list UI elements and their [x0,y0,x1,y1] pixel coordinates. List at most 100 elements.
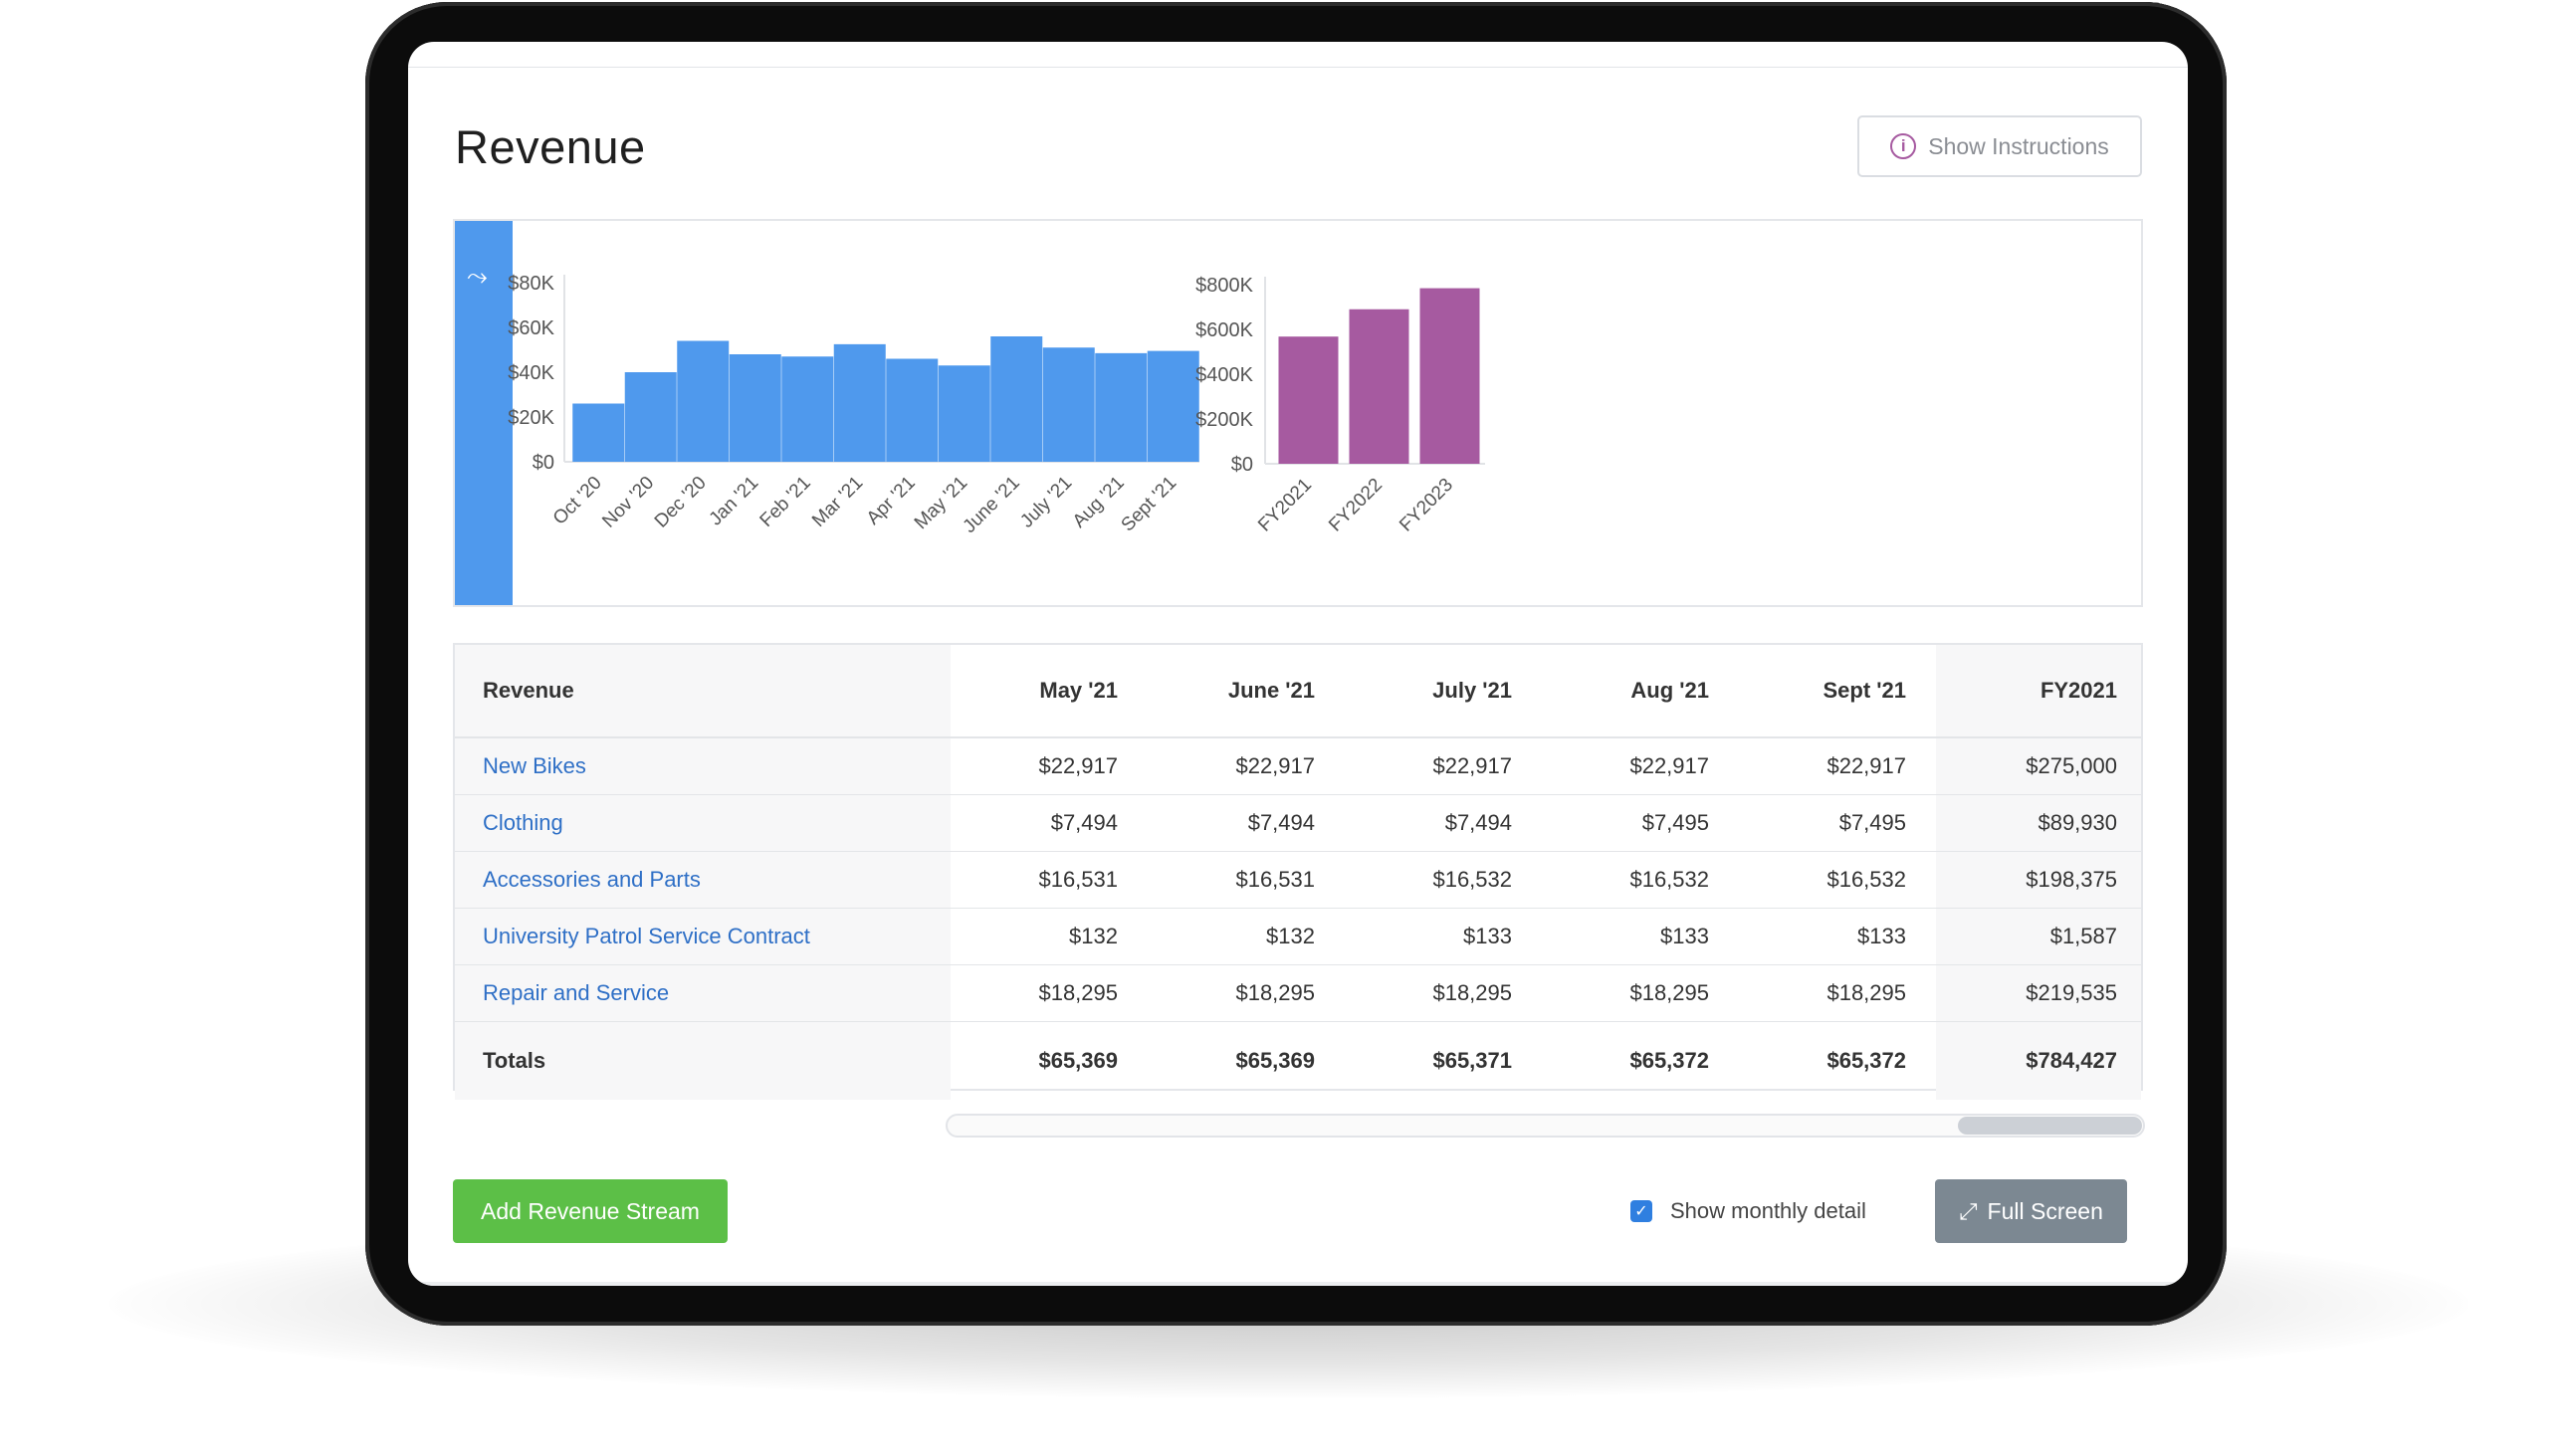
table-cell: $7,494 [951,794,1148,852]
show-instructions-label: Show Instructions [1928,132,2109,159]
full-screen-button[interactable]: ⤢ Full Screen [1935,1179,2127,1243]
monthly-x-tick-label: Feb '21 [756,473,815,531]
monthly-bar [677,340,730,462]
table-cell: $132 [951,908,1148,965]
revenue-table: Revenue May '21 June '21 July '21 Aug '2… [455,645,2141,1100]
revenue-stream-link[interactable]: Accessories and Parts [455,851,951,909]
table-cell: $18,295 [1739,964,1936,1022]
monthly-bar [572,403,625,462]
fy-x-tick-label: FY2022 [1325,475,1387,536]
monthly-bar [1042,347,1095,462]
totals-label: Totals [455,1021,951,1100]
revenue-table-container: Revenue May '21 June '21 July '21 Aug '2… [453,643,2143,1100]
scrollbar-thumb[interactable] [1958,1117,2142,1135]
monthly-bar [624,372,677,462]
fy-y-tick-label: $800K [1195,275,1253,297]
column-header: June '21 [1148,645,1345,738]
monthly-bar [938,365,990,462]
table-cell: $22,917 [1345,737,1542,795]
table-cell: $89,930 [1936,794,2141,852]
table-cell: $219,535 [1936,964,2141,1022]
monthly-detail-label: Show monthly detail [1670,1198,1866,1223]
monthly-x-tick-label: Apr '21 [863,473,920,529]
table-row: Clothing $7,494 $7,494 $7,494 $7,495 $7,… [455,794,2141,852]
table-cell: $7,494 [1148,794,1345,852]
column-header: May '21 [951,645,1148,738]
table-cell: $275,000 [1936,737,2141,795]
table-header-row: Revenue May '21 June '21 July '21 Aug '2… [455,645,2141,738]
table-cell: $22,917 [1148,737,1345,795]
monthly-bar [990,336,1043,462]
total-cell: $65,369 [1235,1048,1315,1073]
fy-x-tick-label: FY2021 [1254,475,1316,536]
table-cell: $7,495 [1542,794,1739,852]
column-header: Aug '21 [1542,645,1739,738]
app-screen: Revenue i Show Instructions ⤳ $0 $20K $40K… [408,42,2188,1286]
table-cell: $18,295 [1542,964,1739,1022]
table-cell: $16,531 [1148,851,1345,909]
monthly-y-tick-label: $0 [533,452,554,474]
fy-y-tick-label: $0 [1231,454,1253,476]
monthly-bar [781,356,834,462]
total-cell: $65,371 [1432,1048,1512,1073]
table-cell: $18,295 [1345,964,1542,1022]
column-header: FY2021 [1936,645,2141,738]
table-cell: $16,532 [1345,851,1542,909]
monthly-bar [729,354,781,462]
show-instructions-button[interactable]: i Show Instructions [1857,115,2142,177]
column-header: Sept '21 [1739,645,1936,738]
top-divider [408,67,2188,68]
column-header: July '21 [1345,645,1542,738]
table-cell: $16,532 [1542,851,1739,909]
monthly-x-tick-label: Dec '20 [651,473,711,532]
revenue-stream-link[interactable]: University Patrol Service Contract [455,908,951,965]
table-row: Repair and Service $18,295 $18,295 $18,2… [455,964,2141,1022]
revenue-stream-link[interactable]: Clothing [455,794,951,852]
info-icon: i [1890,133,1917,159]
monthly-x-tick-label: Jan '21 [706,473,763,530]
table-cell: $16,532 [1739,851,1936,909]
fy-y-tick-label: $600K [1195,319,1253,341]
table-cell: $132 [1148,908,1345,965]
fy-y-tick-label: $200K [1195,409,1253,431]
monthly-x-tick-label: Mar '21 [808,473,867,531]
full-screen-label: Full Screen [1987,1197,2103,1224]
monthly-x-tick-label: Sept '21 [1118,473,1181,536]
monthly-detail-checkbox[interactable]: ✓ [1630,1200,1652,1222]
total-cell: $65,372 [1629,1048,1709,1073]
monthly-bar [1095,352,1148,462]
revenue-stream-link[interactable]: New Bikes [455,737,951,795]
monthly-bar [886,358,939,462]
table-cell: $22,917 [951,737,1148,795]
fy-bar [1419,288,1480,464]
trend-line-icon: ⤳ [467,261,488,291]
table-row: University Patrol Service Contract $132 … [455,908,2141,965]
table-cell: $1,587 [1936,908,2141,965]
chart-side-tab[interactable]: ⤳ [455,221,513,605]
table-cell: $133 [1345,908,1542,965]
expand-icon: ⤢ [1959,1197,1978,1224]
monthly-y-tick-label: $20K [508,407,554,429]
table-row: New Bikes $22,917 $22,917 $22,917 $22,91… [455,737,2141,795]
table-cell: $22,917 [1542,737,1739,795]
add-revenue-stream-button[interactable]: Add Revenue Stream [453,1179,728,1243]
total-cell: $65,372 [1826,1048,1906,1073]
table-cell: $7,495 [1739,794,1936,852]
total-cell: $784,427 [1936,1021,2141,1100]
page-title: Revenue [455,120,646,173]
horizontal-scrollbar[interactable] [946,1114,2145,1138]
column-header: Revenue [455,645,951,738]
totals-row: Totals $65,369 $65,369 $65,371 $65,372 $… [455,1021,2141,1100]
table-cell: $133 [1542,908,1739,965]
table-row: Accessories and Parts $16,531 $16,531 $1… [455,851,2141,909]
monthly-bar [1147,350,1199,462]
total-cell: $65,369 [1038,1048,1118,1073]
table-cell: $198,375 [1936,851,2141,909]
monthly-x-tick-label: Nov '20 [598,473,658,532]
fy-bar [1349,309,1409,464]
monthly-detail-toggle: ✓ Show monthly detail [1630,1194,1866,1228]
fy-x-tick-label: FY2023 [1395,475,1457,536]
revenue-stream-link[interactable]: Repair and Service [455,964,951,1022]
fy-y-tick-label: $400K [1195,364,1253,386]
